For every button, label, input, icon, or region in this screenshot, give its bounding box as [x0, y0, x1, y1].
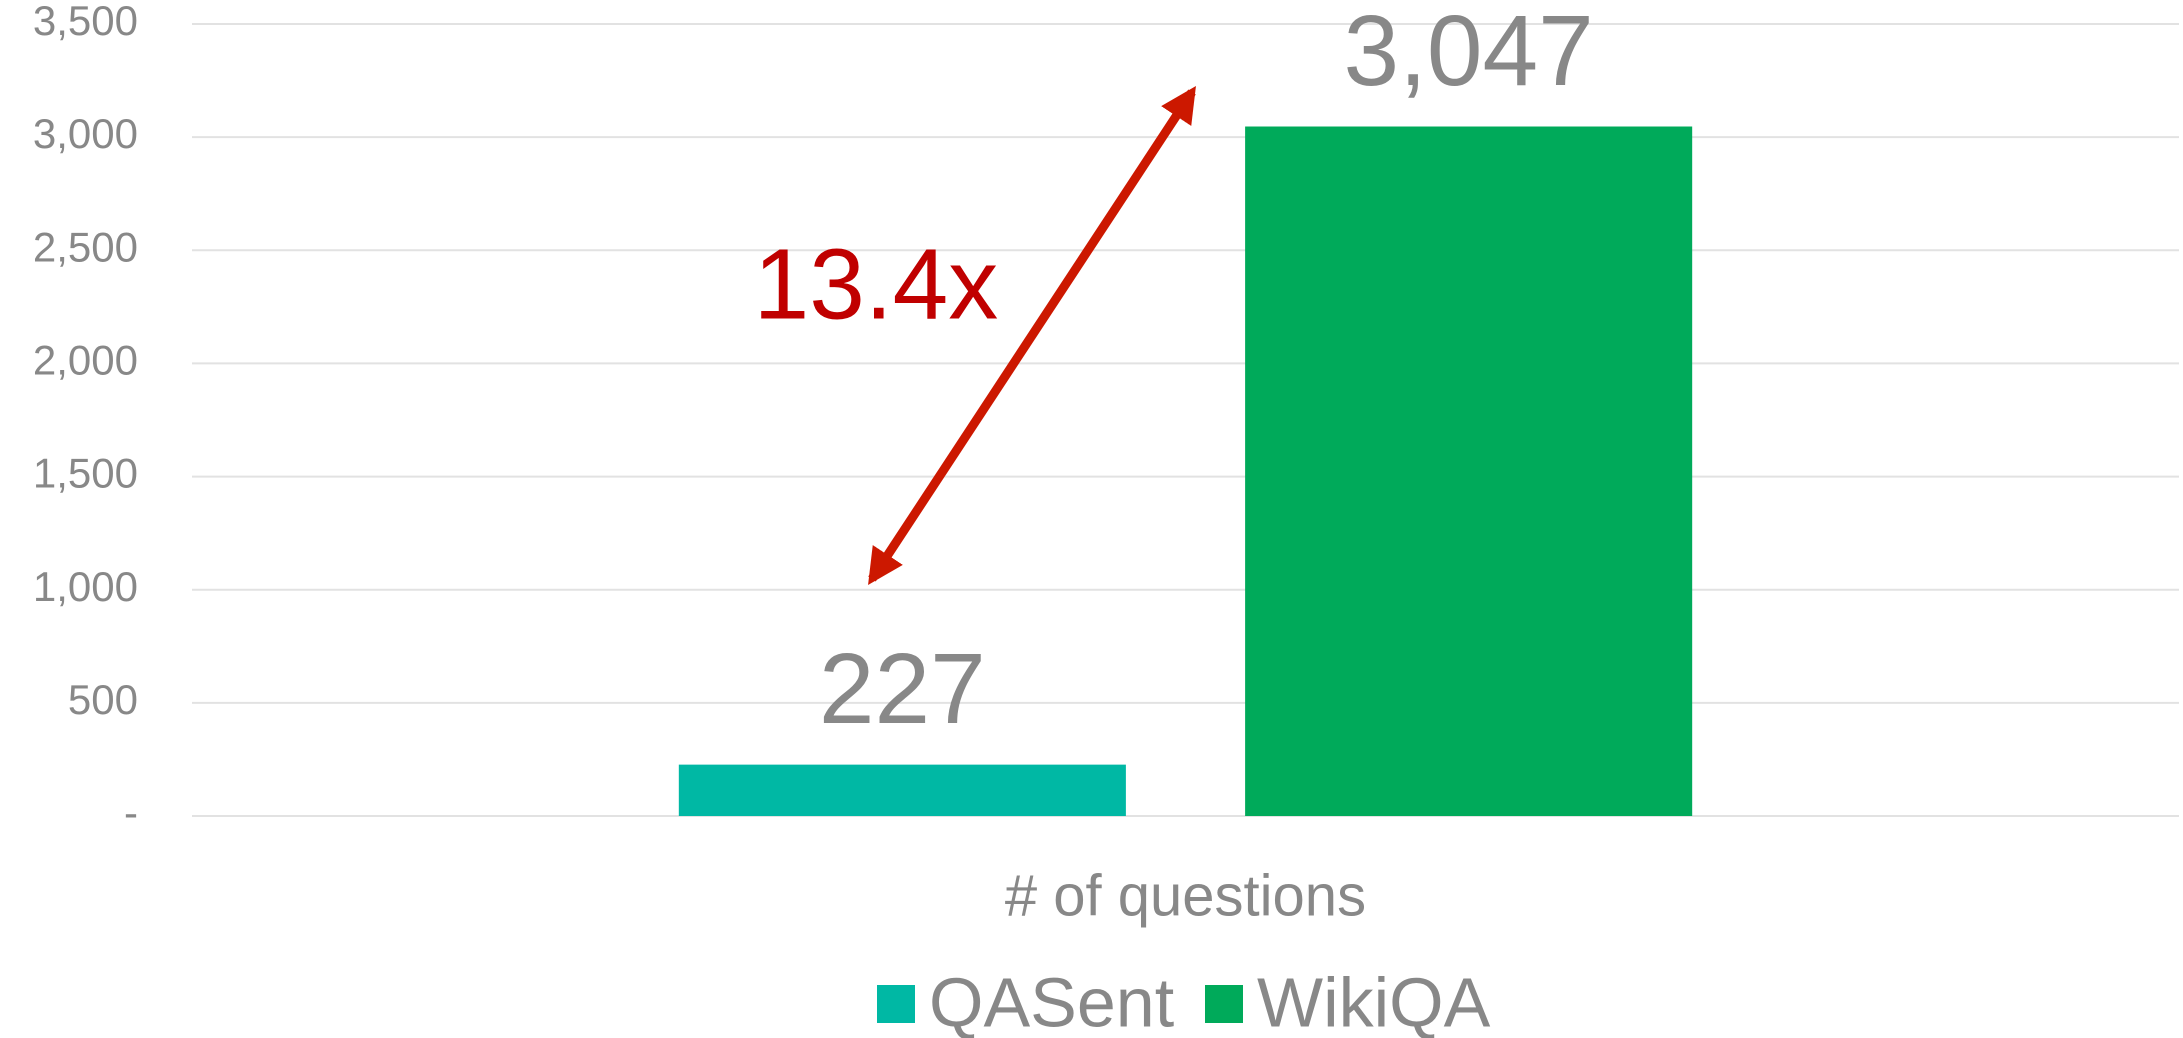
legend-label: WikiQA — [1257, 963, 1491, 1038]
x-axis-label: # of questions — [1005, 863, 1366, 928]
y-tick-label: 2,500 — [33, 223, 138, 270]
y-tick-label: 1,500 — [33, 450, 138, 497]
y-tick-label: 1,000 — [33, 563, 138, 610]
bar — [1245, 126, 1693, 816]
y-tick-label: 2,000 — [33, 337, 138, 384]
bar — [678, 764, 1126, 816]
annotation-arrow — [868, 85, 1196, 586]
annotation: 13.4x — [754, 228, 999, 340]
legend-swatch — [877, 985, 915, 1023]
legend-swatch — [1205, 985, 1243, 1023]
legend-label: QASent — [929, 963, 1174, 1038]
y-tick-label: 3,000 — [33, 110, 138, 157]
data-label: 3,047 — [1344, 0, 1594, 107]
y-tick-label: - — [124, 789, 138, 836]
y-tick-label: 500 — [68, 676, 138, 723]
data-label: 227 — [819, 633, 986, 745]
y-tick-label: 3,500 — [33, 0, 138, 44]
